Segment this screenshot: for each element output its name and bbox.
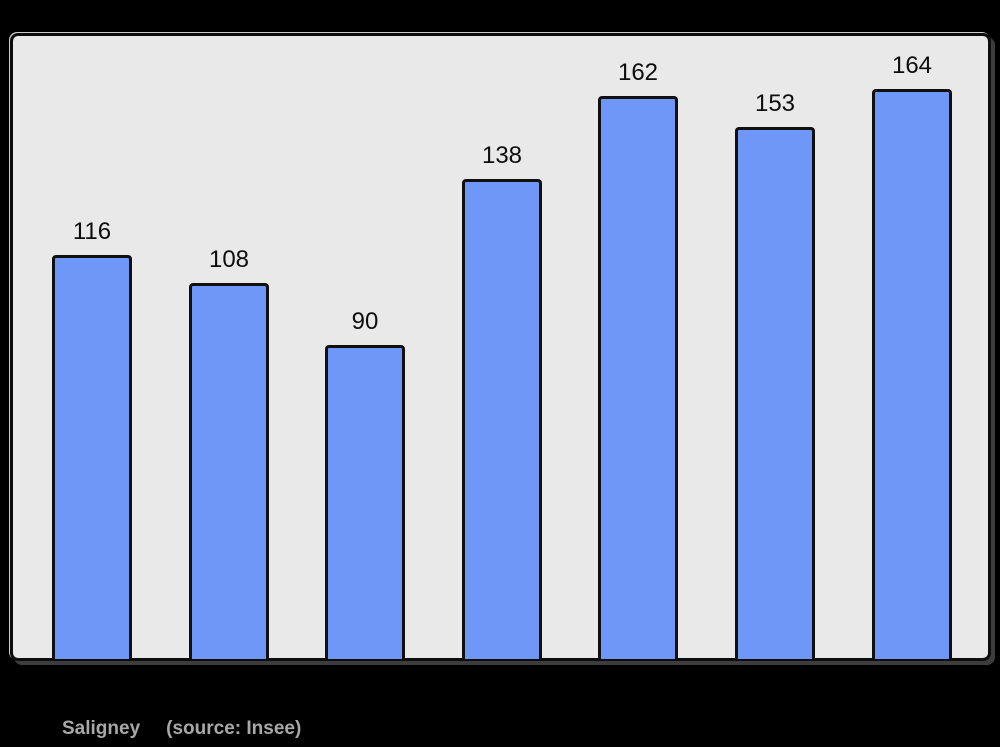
commune-name: Saligney [62, 718, 141, 739]
bar-value-label: 153 [754, 90, 796, 117]
bar-value-label: 138 [481, 142, 523, 169]
chart-caption: Saligney (source: Insee) [62, 718, 301, 740]
plot-area: 116 108 90 138 162 153 164 [10, 33, 991, 661]
bar-value-label: 162 [617, 59, 659, 86]
bar-value-label: 164 [891, 52, 933, 79]
bar [872, 89, 952, 659]
source-note: (source: Insee) [166, 718, 302, 739]
bar [52, 255, 132, 659]
bar-value-label: 116 [72, 218, 112, 245]
bar-value-label: 90 [351, 308, 379, 335]
bar [462, 179, 542, 659]
bar [189, 283, 269, 659]
bar [735, 127, 815, 659]
bar-value-label: 108 [208, 246, 250, 273]
bar [325, 345, 405, 659]
bar [598, 96, 678, 659]
